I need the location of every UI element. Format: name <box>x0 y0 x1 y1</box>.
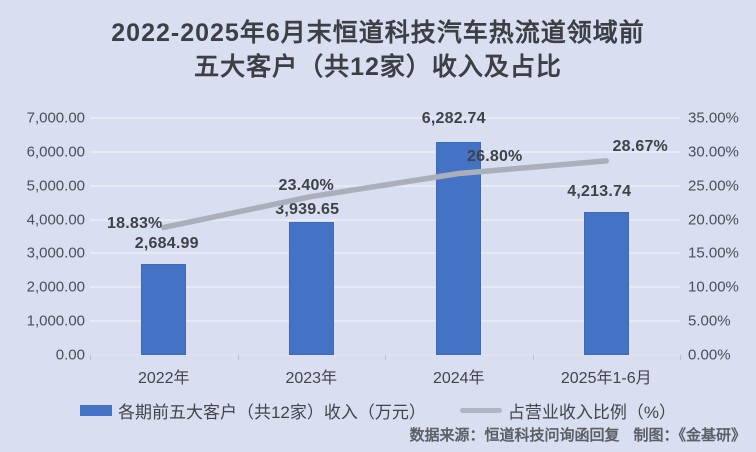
left-axis-tick-label: 2,000.00 <box>26 278 85 296</box>
x-axis-category-label: 2025年1-6月 <box>560 370 652 387</box>
left-axis-tick-label: 7,000.00 <box>26 109 85 127</box>
right-axis-tick-label: 30.00% <box>688 143 739 161</box>
legend-label-ratio: 占营业收入比例（%） <box>507 403 677 422</box>
line-percent-label: 28.67% <box>612 137 668 155</box>
left-axis-tick-label: 1,000.00 <box>26 312 85 330</box>
left-axis-tick-label: 0.00 <box>55 346 85 364</box>
bar-series-swatch <box>79 405 112 416</box>
credit-text: 制图：《金基研》 <box>633 427 746 444</box>
chart-title: 2022-2025年6月末恒道科技汽车热流道领域前 五大客户（共12家）收入及占… <box>0 16 756 84</box>
left-axis-tick-label: 3,000.00 <box>26 244 85 262</box>
revenue-bar <box>583 212 629 355</box>
gridline <box>90 320 680 323</box>
right-axis-tick-label: 5.00% <box>688 312 731 330</box>
gridline <box>90 286 680 289</box>
left-axis-tick-label: 6,000.00 <box>26 143 85 161</box>
line-series-swatch <box>459 408 502 413</box>
right-axis-tick-label: 0.00% <box>688 346 731 364</box>
bar-value-label: 6,282.74 <box>421 110 486 128</box>
x-axis-tick-mark <box>532 355 534 360</box>
left-axis-tick-label: 5,000.00 <box>26 177 85 195</box>
gridline <box>90 117 680 119</box>
right-axis-tick-label: 20.00% <box>688 211 739 229</box>
chart-title-line2: 五大客户（共12家）收入及占比 <box>194 53 562 81</box>
right-axis-tick-label: 35.00% <box>688 109 739 127</box>
gridline <box>90 252 680 255</box>
right-axis-tick-label: 25.00% <box>688 177 739 195</box>
x-axis-category-label: 2024年 <box>432 370 485 387</box>
gridline <box>90 218 680 221</box>
line-percent-label: 26.80% <box>467 147 523 165</box>
bar-value-label: 4,213.74 <box>567 183 632 201</box>
chart-title-line1: 2022-2025年6月末恒道科技汽车热流道领域前 <box>111 19 645 47</box>
bar-value-label: 3,939.65 <box>275 200 340 218</box>
right-axis-tick-label: 15.00% <box>688 244 739 262</box>
legend-item-revenue: 各期前五大客户（共12家）收入（万元） <box>79 398 426 423</box>
legend-label-revenue: 各期前五大客户（共12家）收入（万元） <box>117 403 426 422</box>
x-axis-category-label: 2022年 <box>137 370 190 387</box>
bar-value-label: 2,684.99 <box>134 235 199 253</box>
x-axis-tick-mark <box>237 355 239 360</box>
gridline <box>90 150 680 153</box>
revenue-bar <box>141 264 187 355</box>
line-percent-label: 18.83% <box>107 215 163 233</box>
right-axis-tick-label: 10.00% <box>688 278 739 296</box>
x-axis-category-label: 2023年 <box>285 370 338 387</box>
x-axis-tick-mark <box>680 355 681 360</box>
legend-item-ratio: 占营业收入比例（%） <box>459 398 677 423</box>
data-source-text: 数据来源：恒道科技问询函回复 <box>409 427 620 444</box>
x-axis-tick-mark <box>385 355 386 360</box>
left-axis-tick-label: 4,000.00 <box>26 211 85 229</box>
x-axis-tick-mark <box>90 355 91 360</box>
legend: 各期前五大客户（共12家）收入（万元） 占营业收入比例（%） <box>0 398 756 423</box>
line-percent-label: 23.40% <box>278 176 334 194</box>
footer-note: 数据来源：恒道科技问询函回复 制图：《金基研》 <box>409 424 746 445</box>
revenue-bar <box>288 221 334 355</box>
